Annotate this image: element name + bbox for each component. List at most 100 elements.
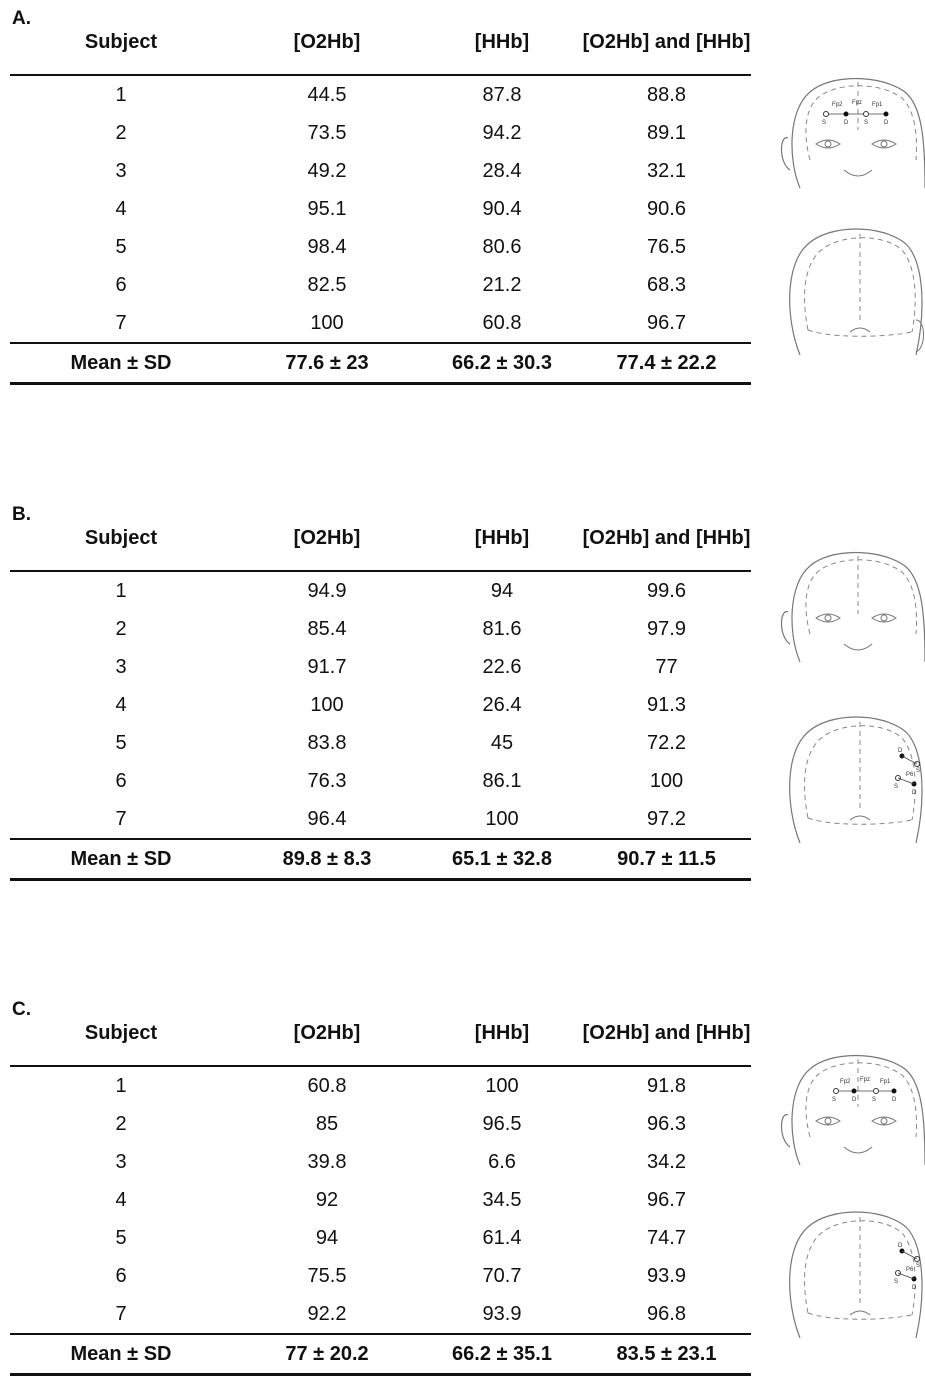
cell: 100 [485, 1074, 519, 1097]
cell: 5 [115, 1226, 127, 1249]
cell: 6 [115, 769, 127, 792]
cell: 21.2 [482, 273, 522, 296]
table-row: 6 75.5 70.7 93.9 [10, 1257, 751, 1295]
figure-label: Fp2 [832, 102, 843, 108]
head-back-figure: D S P6 S D [789, 1211, 923, 1339]
figure-label: Fp1 [872, 102, 883, 108]
col-header-o2hb: [O2Hb] [232, 10, 422, 76]
col-header-subject: Subject [10, 10, 232, 76]
cell: 7 [115, 1302, 127, 1325]
cell: 4 [115, 197, 127, 220]
cell: 94 [315, 1226, 339, 1249]
cell: 3 [115, 655, 127, 678]
cell: 77.4 ± 22.2 [582, 342, 751, 385]
cell: 34.2 [647, 1150, 686, 1173]
cell: 96.7 [647, 1188, 686, 1211]
figure-label: P6 [906, 1267, 914, 1273]
cell: 92 [315, 1188, 339, 1211]
cell: 4 [115, 693, 127, 716]
cell: 2 [115, 617, 127, 640]
table-row: 5 83.8 45 72.2 [10, 724, 751, 762]
cell: 49.2 [307, 159, 347, 182]
col-header-subject: Subject [10, 1001, 232, 1067]
cell: 4 [115, 1188, 127, 1211]
figure-label: D [844, 120, 849, 126]
cell: 1 [115, 1074, 127, 1097]
table-row: 3 39.8 6.6 34.2 [10, 1143, 751, 1181]
col-header-hhb: [HHb] [422, 1001, 582, 1067]
mean-row: Mean ± SD 77.6 ± 23 66.2 ± 30.3 77.4 ± 22.2 [10, 342, 751, 385]
figure-label: S [894, 784, 898, 790]
cell: 94.2 [482, 121, 522, 144]
cell: 89.1 [647, 121, 686, 144]
table-row: 2 73.5 94.2 89.1 [10, 114, 751, 152]
cell: 94 [490, 579, 514, 602]
cell: 86.1 [482, 769, 522, 792]
cell: 94.9 [307, 579, 347, 602]
cell: 6.6 [488, 1150, 516, 1173]
cell: 96.8 [647, 1302, 686, 1325]
figure-label: D [912, 790, 917, 796]
cell: 96.3 [647, 1112, 686, 1135]
cell: 91.7 [307, 655, 347, 678]
head-front-figure: Fp2 Fpz Fp1 S D S D [780, 1055, 925, 1166]
table-row: 1 94.9 94 99.6 [10, 571, 751, 610]
cell: 61.4 [482, 1226, 522, 1249]
figure-label: Fp2 [840, 1079, 851, 1085]
table-row: 7 96.4 100 97.2 [10, 800, 751, 839]
figure-label: D [912, 1285, 917, 1291]
table-row: 3 49.2 28.4 32.1 [10, 152, 751, 190]
cell: 26.4 [482, 693, 522, 716]
cell: 60.8 [482, 311, 522, 334]
cell: 98.4 [307, 235, 347, 258]
cell: 85.4 [307, 617, 347, 640]
figure-label: S [916, 1263, 920, 1269]
cell: 100 [310, 311, 344, 334]
col-header-both: [O2Hb] and [HHb] [582, 506, 751, 572]
cell: 32.1 [647, 159, 686, 182]
figure-label: D [884, 120, 889, 126]
figure-label: P6 [906, 772, 914, 778]
head-back-figure [789, 228, 924, 356]
table-row: 4 92 34.5 96.7 [10, 1181, 751, 1219]
table-row: 7 100 60.8 96.7 [10, 304, 751, 343]
cell: 73.5 [307, 121, 347, 144]
figure-label: S [832, 1097, 836, 1103]
col-header-both: [O2Hb] and [HHb] [582, 10, 751, 76]
table-row: 6 76.3 86.1 100 [10, 762, 751, 800]
table-row: 4 95.1 90.4 90.6 [10, 190, 751, 228]
cell: 90.7 ± 11.5 [582, 838, 751, 881]
table-row: 3 91.7 22.6 77 [10, 648, 751, 686]
cell: 60.8 [307, 1074, 347, 1097]
cell: 3 [115, 159, 127, 182]
cell: 2 [115, 1112, 127, 1135]
figure-label: Fpz [860, 1077, 870, 1083]
figure-label: D [852, 1097, 857, 1103]
cell: 96.4 [307, 807, 347, 830]
cell: 1 [115, 579, 127, 602]
results-table: Subject [O2Hb] [HHb] [O2Hb] and [HHb] 1 9… [10, 506, 751, 881]
cell: 39.8 [307, 1150, 347, 1173]
cell: 91.3 [647, 693, 686, 716]
cell: 2 [115, 121, 127, 144]
mean-row: Mean ± SD 89.8 ± 8.3 65.1 ± 32.8 90.7 ± 11.… [10, 838, 751, 881]
figure-label: D [898, 748, 903, 754]
cell: 28.4 [482, 159, 522, 182]
table-row: 2 85.4 81.6 97.9 [10, 610, 751, 648]
figure-label: D [898, 1243, 903, 1249]
cell: 66.2 ± 35.1 [422, 1333, 582, 1376]
cell: 92.2 [307, 1302, 347, 1325]
col-header-both: [O2Hb] and [HHb] [582, 1001, 751, 1067]
table-row: 7 92.2 93.9 96.8 [10, 1295, 751, 1334]
cell: 90.4 [482, 197, 522, 220]
table-row: 2 85 96.5 96.3 [10, 1105, 751, 1143]
table-row: 5 98.4 80.6 76.5 [10, 228, 751, 266]
cell: 68.3 [647, 273, 686, 296]
cell: 70.7 [482, 1264, 522, 1287]
mean-row: Mean ± SD 77 ± 20.2 66.2 ± 35.1 83.5 ± 23.1 [10, 1333, 751, 1376]
cell: 6 [115, 273, 127, 296]
figure-label: S [822, 120, 826, 126]
cell: 6 [115, 1264, 127, 1287]
cell: Mean ± SD [10, 1333, 232, 1376]
head-back-figure: D S P6 S D [789, 716, 923, 844]
